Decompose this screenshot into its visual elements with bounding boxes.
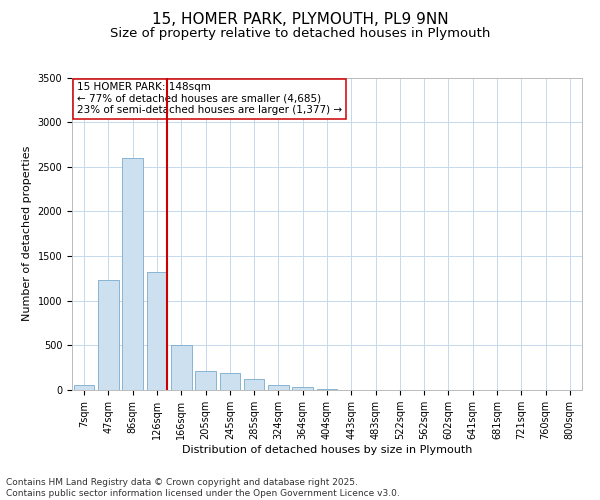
Y-axis label: Number of detached properties: Number of detached properties xyxy=(22,146,32,322)
Bar xyxy=(146,272,167,390)
Text: 15, HOMER PARK, PLYMOUTH, PL9 9NN: 15, HOMER PARK, PLYMOUTH, PL9 9NN xyxy=(152,12,448,28)
Text: Contains HM Land Registry data © Crown copyright and database right 2025.
Contai: Contains HM Land Registry data © Crown c… xyxy=(6,478,400,498)
Bar xyxy=(98,280,119,390)
X-axis label: Distribution of detached houses by size in Plymouth: Distribution of detached houses by size … xyxy=(182,445,472,455)
Text: 15 HOMER PARK: 148sqm
← 77% of detached houses are smaller (4,685)
23% of semi-d: 15 HOMER PARK: 148sqm ← 77% of detached … xyxy=(77,82,342,116)
Bar xyxy=(195,371,216,390)
Bar xyxy=(74,385,94,390)
Text: Size of property relative to detached houses in Plymouth: Size of property relative to detached ho… xyxy=(110,28,490,40)
Bar xyxy=(244,380,265,390)
Bar xyxy=(317,389,337,390)
Bar xyxy=(268,385,289,390)
Bar xyxy=(220,374,240,390)
Bar xyxy=(292,387,313,390)
Bar xyxy=(122,158,143,390)
Bar xyxy=(171,346,191,390)
